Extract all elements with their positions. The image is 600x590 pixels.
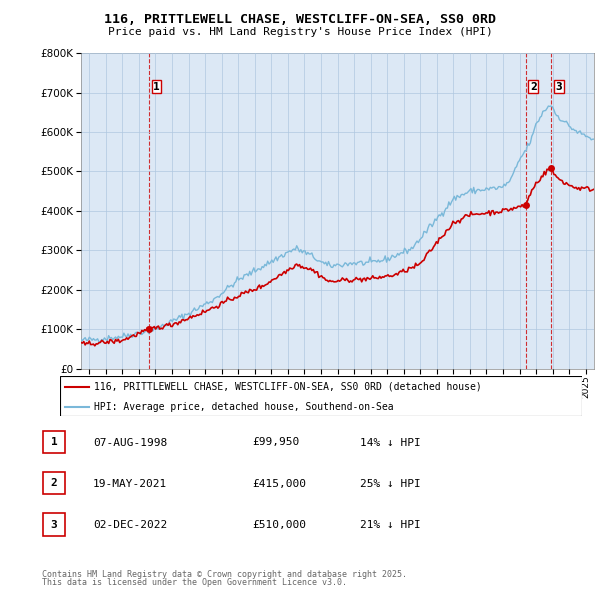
Text: 02-DEC-2022: 02-DEC-2022 xyxy=(93,520,167,530)
Text: Price paid vs. HM Land Registry's House Price Index (HPI): Price paid vs. HM Land Registry's House … xyxy=(107,27,493,37)
Text: 2: 2 xyxy=(50,478,58,488)
Text: 1: 1 xyxy=(50,437,58,447)
Text: Contains HM Land Registry data © Crown copyright and database right 2025.: Contains HM Land Registry data © Crown c… xyxy=(42,570,407,579)
Text: £99,950: £99,950 xyxy=(252,438,299,447)
Text: 14% ↓ HPI: 14% ↓ HPI xyxy=(360,438,421,447)
Text: £415,000: £415,000 xyxy=(252,479,306,489)
Text: 3: 3 xyxy=(50,520,58,529)
Text: 21% ↓ HPI: 21% ↓ HPI xyxy=(360,520,421,530)
Text: 1: 1 xyxy=(153,81,160,91)
Text: 3: 3 xyxy=(556,81,562,91)
Text: 25% ↓ HPI: 25% ↓ HPI xyxy=(360,479,421,489)
Text: This data is licensed under the Open Government Licence v3.0.: This data is licensed under the Open Gov… xyxy=(42,578,347,587)
Text: £510,000: £510,000 xyxy=(252,520,306,530)
Text: 116, PRITTLEWELL CHASE, WESTCLIFF-ON-SEA, SS0 0RD: 116, PRITTLEWELL CHASE, WESTCLIFF-ON-SEA… xyxy=(104,13,496,26)
Text: 19-MAY-2021: 19-MAY-2021 xyxy=(93,479,167,489)
Text: 07-AUG-1998: 07-AUG-1998 xyxy=(93,438,167,447)
Text: 116, PRITTLEWELL CHASE, WESTCLIFF-ON-SEA, SS0 0RD (detached house): 116, PRITTLEWELL CHASE, WESTCLIFF-ON-SEA… xyxy=(94,382,482,392)
Text: 2: 2 xyxy=(530,81,537,91)
Text: HPI: Average price, detached house, Southend-on-Sea: HPI: Average price, detached house, Sout… xyxy=(94,402,394,412)
